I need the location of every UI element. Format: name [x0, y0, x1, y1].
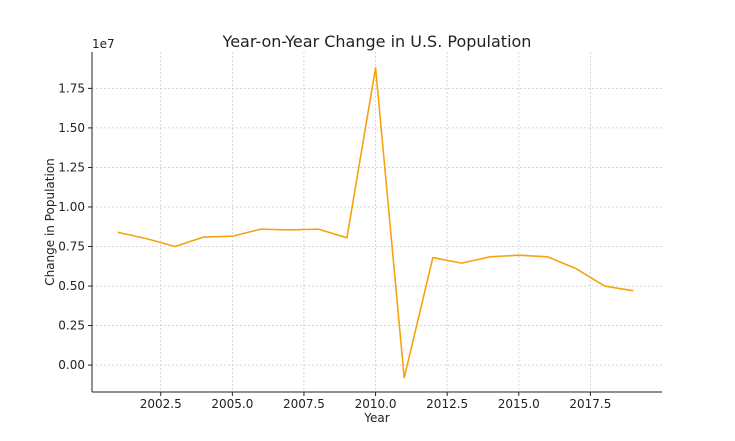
y-axis-label: Change in Population [43, 158, 57, 286]
series [117, 67, 634, 379]
y-tick-label: 1.75 [58, 81, 85, 95]
x-tick-label: 2002.5 [140, 397, 182, 411]
chart-title: Year-on-Year Change in U.S. Population [222, 32, 532, 51]
x-ticks: 2002.5 2005.0 2007.5 2010.0 2012.5 2015.0 2017… [140, 392, 611, 411]
y-ticks: 0.00 0.25 0.50 0.75 1.00 1.25 1.50 1.75 [58, 81, 92, 372]
y-tick-label: 0.50 [58, 279, 85, 293]
y-tick-label: 0.00 [58, 358, 85, 372]
x-axis-label: Year [363, 411, 389, 425]
y-tick-label: 1.00 [58, 200, 85, 214]
x-tick-label: 2015.0 [498, 397, 540, 411]
series-line [117, 67, 634, 379]
y-offset-label: 1e7 [92, 37, 115, 51]
x-tick-label: 2005.0 [211, 397, 253, 411]
y-tick-label: 1.50 [58, 121, 85, 135]
y-tick-label: 1.25 [58, 160, 85, 174]
axes [91, 52, 662, 393]
x-tick-label: 2012.5 [426, 397, 468, 411]
grid [92, 52, 662, 392]
x-tick-label: 2007.5 [283, 397, 325, 411]
y-tick-label: 0.25 [58, 319, 85, 333]
y-tick-label: 0.75 [58, 240, 85, 254]
x-tick-label: 2017.5 [569, 397, 611, 411]
x-tick-label: 2010.0 [355, 397, 397, 411]
